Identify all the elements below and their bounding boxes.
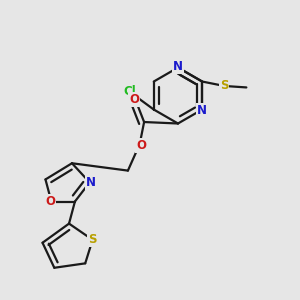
Text: Cl: Cl bbox=[124, 85, 136, 98]
Text: S: S bbox=[220, 80, 229, 92]
Text: N: N bbox=[197, 104, 207, 117]
Text: N: N bbox=[86, 176, 96, 189]
Text: O: O bbox=[45, 195, 55, 208]
Text: O: O bbox=[136, 139, 146, 152]
Text: S: S bbox=[88, 233, 97, 246]
Text: N: N bbox=[173, 60, 183, 73]
Text: O: O bbox=[129, 93, 140, 106]
